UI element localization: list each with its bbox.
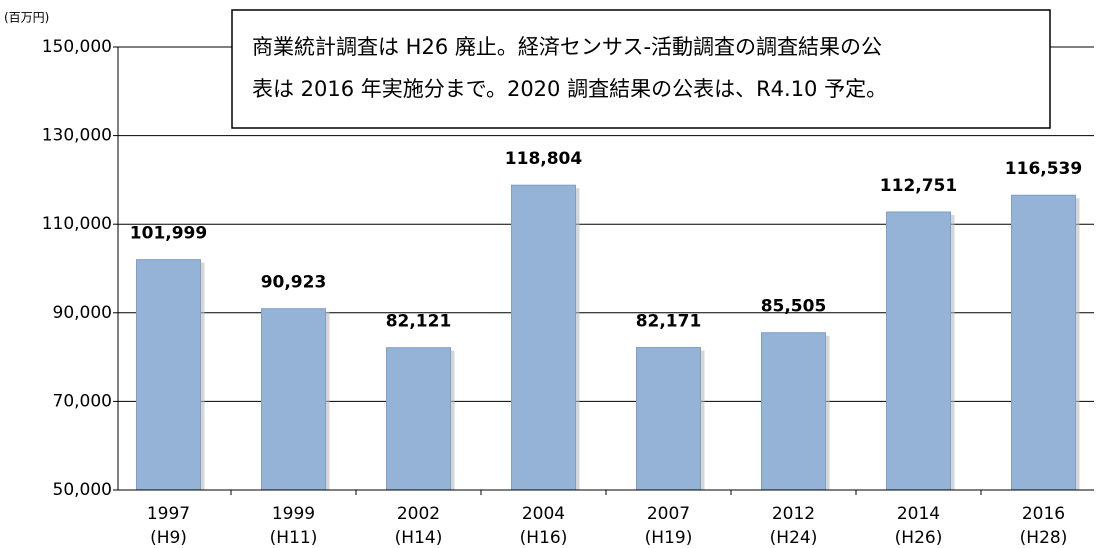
value-label: 90,923 <box>261 273 327 293</box>
y-tick-label: 110,000 <box>42 214 112 234</box>
x-tick-label: 2014 <box>897 504 940 524</box>
y-tick-label: 150,000 <box>42 37 112 57</box>
bar <box>636 346 701 491</box>
value-label: 82,121 <box>386 312 452 332</box>
x-tick-label: (H19) <box>645 528 693 548</box>
bar <box>511 184 576 491</box>
x-tick-label: (H14) <box>395 528 443 548</box>
x-tick-label: (H28) <box>1020 528 1068 548</box>
value-label: 118,804 <box>505 149 583 169</box>
y-tick-label: 130,000 <box>42 126 112 146</box>
bar <box>886 211 951 491</box>
x-tick-label: (H16) <box>520 528 568 548</box>
x-tick-label: 1997 <box>147 504 190 524</box>
x-tick-label: 2007 <box>647 504 690 524</box>
y-tick-label: 50,000 <box>53 480 112 500</box>
annotation: 商業統計調査は H26 廃止。経済センサス-活動調査の調査結果の公 <box>252 35 882 59</box>
value-label: 85,505 <box>761 297 827 317</box>
bar <box>136 259 201 491</box>
value-label: 82,171 <box>636 311 702 331</box>
y-tick-label: 90,000 <box>53 303 112 323</box>
x-tick-label: 2012 <box>772 504 815 524</box>
value-label: 116,539 <box>1005 159 1082 179</box>
unit-label: (百万円) <box>4 11 49 25</box>
annotation: 表は 2016 年実施分まで。2020 調査結果の公表は、R4.10 予定。 <box>252 77 887 101</box>
y-tick-label: 70,000 <box>53 391 112 411</box>
value-label: 101,999 <box>130 224 207 244</box>
bar <box>761 332 826 491</box>
x-tick-label: 2016 <box>1022 504 1065 524</box>
bar <box>1011 194 1076 491</box>
x-tick-label: 1999 <box>272 504 315 524</box>
bar <box>261 308 326 491</box>
value-label: 112,751 <box>880 176 957 196</box>
x-tick-label: (H11) <box>270 528 318 548</box>
x-tick-label: (H26) <box>895 528 943 548</box>
x-tick-label: 2002 <box>397 504 440 524</box>
x-tick-label: (H9) <box>150 528 187 548</box>
x-tick-label: 2004 <box>522 504 565 524</box>
bar <box>386 347 451 491</box>
x-tick-label: (H24) <box>770 528 818 548</box>
annotation-box <box>231 9 1051 129</box>
